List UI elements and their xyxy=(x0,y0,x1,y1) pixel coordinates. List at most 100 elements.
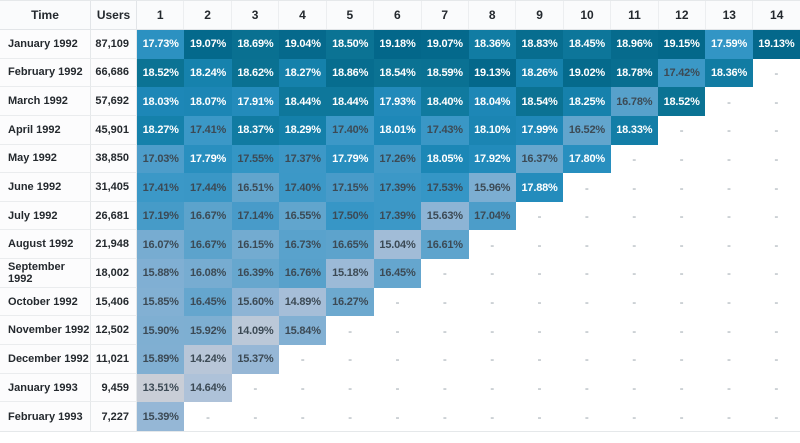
retention-cell: 17.92% xyxy=(468,144,516,174)
retention-cell: 19.02% xyxy=(563,58,611,88)
retention-cell: 18.96% xyxy=(610,30,658,59)
retention-cell: 18.86% xyxy=(326,58,374,88)
retention-cell: 17.88% xyxy=(515,173,564,202)
retention-cell: 15.39% xyxy=(137,402,185,431)
empty-cell: - xyxy=(490,352,495,367)
retention-cell: 17.04% xyxy=(468,201,516,231)
retention-cell: 18.33% xyxy=(610,115,658,145)
cohort-table: Time Users 1 2 3 4 5 6 7 8 9 10 11 12 13 14 January 1… xyxy=(0,0,800,432)
table-row: October 1992 15,406 15.85% 16.45% 15.60% 14.8… xyxy=(0,287,800,317)
retention-cell: 18.10% xyxy=(468,115,516,145)
empty-cell: - xyxy=(774,180,779,195)
empty-cell: - xyxy=(442,409,447,424)
retention-cell: 18.24% xyxy=(184,58,232,88)
empty-cell: - xyxy=(300,352,305,367)
cohort-label: December 1992 xyxy=(0,345,91,374)
retention-cell: 15.63% xyxy=(421,201,469,231)
empty-cell: - xyxy=(584,180,589,195)
retention-cell: 17.91% xyxy=(231,87,280,116)
empty-cell: - xyxy=(774,65,779,80)
empty-cell: - xyxy=(632,237,637,252)
retention-cell: 18.07% xyxy=(184,87,232,116)
retention-cell: 17.40% xyxy=(326,115,374,145)
column-header-period: 9 xyxy=(515,1,562,29)
empty-cell: - xyxy=(584,323,589,338)
cohort-users: 15,406 xyxy=(91,287,137,317)
empty-cell: - xyxy=(490,237,495,252)
retention-cell: 17.44% xyxy=(184,173,232,202)
empty-cell: - xyxy=(395,295,400,310)
retention-cell: 15.85% xyxy=(137,287,185,317)
empty-cell: - xyxy=(632,151,637,166)
empty-cell: - xyxy=(442,352,447,367)
retention-cell: 15.60% xyxy=(231,287,280,317)
retention-cell: 18.25% xyxy=(563,87,611,116)
retention-cell: 18.78% xyxy=(610,58,658,88)
retention-cell: 18.36% xyxy=(705,58,753,88)
empty-cell: - xyxy=(774,352,779,367)
cohort-label: July 1992 xyxy=(0,201,91,231)
empty-cell: - xyxy=(726,295,731,310)
column-header-period: 4 xyxy=(278,1,325,29)
cohort-label: February 1992 xyxy=(0,58,91,88)
empty-cell: - xyxy=(726,151,731,166)
empty-cell: - xyxy=(490,266,495,281)
retention-cell: 17.93% xyxy=(373,87,422,116)
retention-cell: 14.89% xyxy=(279,287,327,317)
retention-cell: 18.69% xyxy=(231,30,280,59)
retention-cell: 19.04% xyxy=(279,30,327,59)
empty-cell: - xyxy=(490,409,495,424)
cohort-label: June 1992 xyxy=(0,173,91,202)
cohort-label: May 1992 xyxy=(0,144,91,174)
retention-cell: 17.55% xyxy=(231,144,280,174)
column-header-period: 13 xyxy=(705,1,752,29)
cohort-users: 31,405 xyxy=(91,173,137,202)
retention-cell: 16.55% xyxy=(279,201,327,231)
cohort-label: November 1992 xyxy=(0,316,91,346)
retention-cell: 18.05% xyxy=(421,144,469,174)
retention-cell: 17.14% xyxy=(231,201,280,231)
empty-cell: - xyxy=(442,295,447,310)
empty-cell: - xyxy=(726,94,731,109)
retention-cell: 16.45% xyxy=(184,287,232,317)
empty-cell: - xyxy=(679,180,684,195)
retention-cell: 17.50% xyxy=(326,201,374,231)
empty-cell: - xyxy=(774,323,779,338)
column-header-period: 1 xyxy=(156,8,164,22)
empty-cell: - xyxy=(348,352,353,367)
table-header-row: Time Users 1 2 3 4 5 6 7 8 9 10 11 12 13 14 xyxy=(0,1,800,30)
retention-cell: 17.43% xyxy=(421,115,469,145)
table-row: December 1992 11,021 15.89% 14.24% 15.37% - - -… xyxy=(0,345,800,374)
retention-cell: 16.39% xyxy=(231,259,280,288)
cohort-label: February 1993 xyxy=(0,402,91,431)
empty-cell: - xyxy=(348,323,353,338)
retention-cell: 15.92% xyxy=(184,316,232,346)
retention-cell: 15.37% xyxy=(231,345,280,374)
retention-cell: 15.18% xyxy=(326,259,374,288)
table-row: May 1992 38,850 17.03% 17.79% 17.55% 17.37% 17… xyxy=(0,144,800,174)
empty-cell: - xyxy=(632,266,637,281)
column-header-users: Users xyxy=(91,1,137,29)
table-row: March 1992 57,692 18.03% 18.07% 17.91% 18.44%… xyxy=(0,87,800,116)
column-header-time: Time xyxy=(0,1,91,29)
empty-cell: - xyxy=(490,381,495,395)
empty-cell: - xyxy=(537,266,542,281)
retention-cell: 18.83% xyxy=(515,30,564,59)
retention-cell: 17.79% xyxy=(184,144,232,174)
empty-cell: - xyxy=(679,209,684,224)
retention-cell: 18.29% xyxy=(279,115,327,145)
retention-cell: 15.88% xyxy=(137,259,185,288)
empty-cell: - xyxy=(679,352,684,367)
empty-cell: - xyxy=(537,295,542,310)
cohort-users: 45,901 xyxy=(91,115,137,145)
empty-cell: - xyxy=(584,409,589,424)
empty-cell: - xyxy=(632,409,637,424)
empty-cell: - xyxy=(679,266,684,281)
empty-cell: - xyxy=(348,409,353,424)
empty-cell: - xyxy=(726,180,731,195)
empty-cell: - xyxy=(584,381,589,395)
retention-cell: 18.59% xyxy=(421,58,469,88)
column-header-period: 8 xyxy=(467,1,515,29)
retention-cell: 17.79% xyxy=(326,144,374,174)
retention-cell: 17.80% xyxy=(563,144,611,174)
